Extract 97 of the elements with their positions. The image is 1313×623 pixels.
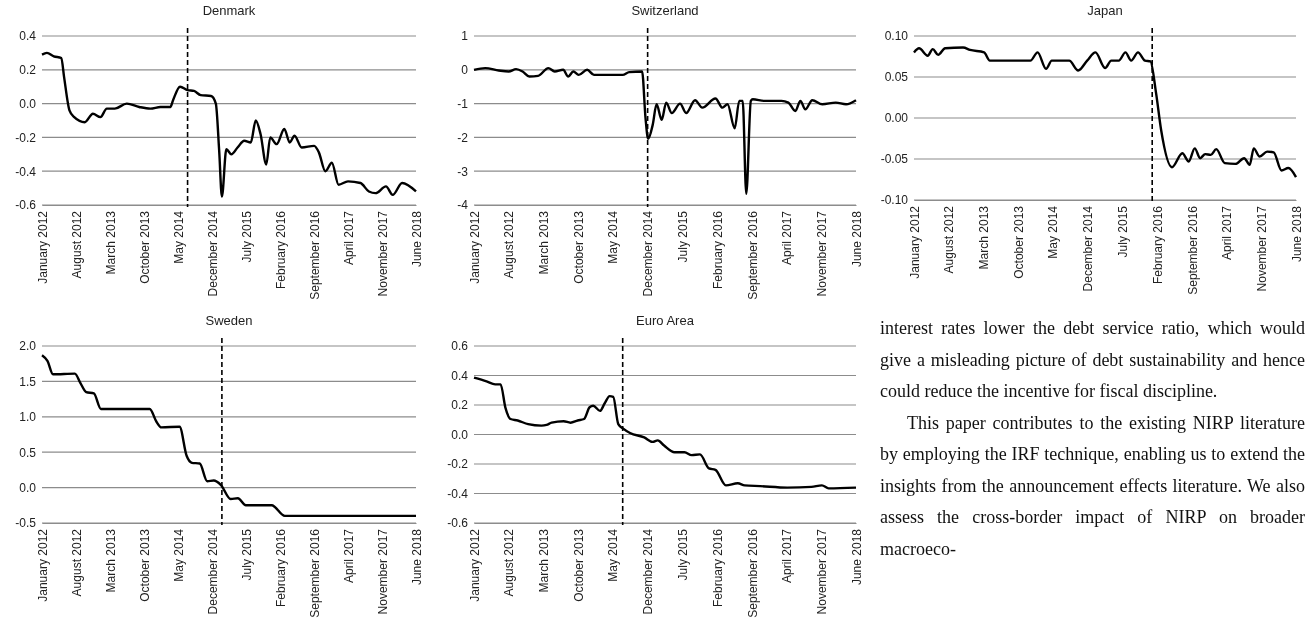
x-tick-label: March 2013 [976,205,991,270]
x-tick-label: July 2015 [1115,205,1130,258]
chart-title: Japan [1087,3,1123,18]
x-tick-label: December 2014 [205,210,220,297]
text: This paper contributes to the existing NIRP literature by employing the IRF technique, enabling us to extend the insights from the announcement effects literature. We also assess the cross-border impact of NIRP on broader macroeco- [880,411,1305,561]
y-tick-label: 2.0 [19,339,37,354]
x-tick-label: July 2015 [675,210,690,263]
x-tick-label: December 2014 [205,528,220,615]
y-tick-label: -2 [457,130,469,145]
y-tick-label: -0.5 [15,516,37,531]
x-tick-label: May 2014 [1046,205,1061,259]
x-tick-label: September 2016 [745,528,760,618]
y-tick-label: -3 [457,164,469,179]
chart-title: Sweden [205,313,253,328]
x-tick-label: June 2018 [849,210,864,268]
x-tick-label: June 2018 [409,528,424,586]
x-tick-label: February 2016 [710,528,725,608]
x-tick-label: January 2012 [467,210,482,284]
x-tick-label: August 2012 [502,210,517,279]
x-tick-label: May 2014 [606,210,621,264]
y-tick-label: -4 [457,198,469,213]
x-tick-label: August 2012 [69,528,84,597]
y-tick-label: -0.05 [880,152,909,167]
x-tick-label: October 2013 [571,528,586,602]
y-tick-label: -0.2 [15,130,37,145]
x-tick-label: August 2012 [502,528,517,597]
x-tick-label: February 2016 [273,210,288,290]
x-tick-label: May 2014 [171,210,186,264]
y-tick-label: 0.0 [451,427,469,442]
x-tick-label: April 2017 [780,210,795,266]
x-tick-label: February 2016 [1150,205,1165,285]
y-tick-label: 0.4 [451,368,469,383]
y-tick-label: 0.0 [19,96,37,111]
x-tick-label: January 2012 [35,528,50,602]
chart-title: Switzerland [631,3,699,18]
x-tick-label: March 2013 [536,210,551,275]
y-tick-label: 0 [461,63,469,78]
x-tick-label: July 2015 [239,528,254,581]
y-tick-label: 0.2 [451,398,469,413]
y-tick-label: -0.10 [880,193,909,208]
x-tick-label: November 2017 [375,528,390,615]
x-tick-label: May 2014 [171,528,186,582]
x-tick-label: April 2017 [341,210,356,266]
x-tick-label: October 2013 [137,528,152,602]
y-tick-label: 0.6 [451,339,469,354]
x-tick-label: January 2012 [467,528,482,602]
y-tick-label: -1 [457,96,469,111]
x-tick-label: March 2013 [536,528,551,593]
x-tick-label: December 2014 [1081,205,1096,292]
y-tick-label: 1 [461,29,469,44]
x-tick-label: May 2014 [606,528,621,582]
x-tick-label: April 2017 [1220,205,1235,261]
x-tick-label: October 2013 [1011,205,1026,279]
x-tick-label: January 2012 [907,205,922,279]
x-tick-label: March 2013 [103,210,118,275]
x-tick-label: October 2013 [137,210,152,284]
x-tick-label: February 2016 [710,210,725,290]
x-tick-label: December 2014 [641,528,656,615]
y-tick-label: 0.2 [19,63,37,78]
x-tick-label: November 2017 [1255,205,1270,292]
y-tick-label: -0.4 [15,164,37,179]
x-tick-label: April 2017 [341,528,356,584]
x-tick-label: September 2016 [307,528,322,618]
y-tick-label: 0.10 [884,29,909,44]
x-tick-label: June 2018 [849,528,864,586]
x-tick-label: September 2016 [745,210,760,300]
y-tick-label: 0.5 [19,445,37,460]
x-tick-label: March 2013 [103,528,118,593]
x-tick-label: September 2016 [307,210,322,300]
y-tick-label: 1.5 [19,374,37,389]
x-tick-label: November 2017 [815,210,830,297]
y-tick-label: -0.4 [447,486,469,501]
x-tick-label: February 2016 [273,528,288,608]
y-tick-label: -0.2 [447,457,469,472]
y-tick-label: 0.0 [19,480,37,495]
y-tick-label: -0.6 [15,198,37,213]
x-tick-label: November 2017 [815,528,830,615]
x-tick-label: July 2015 [675,528,690,581]
x-tick-label: April 2017 [780,528,795,584]
x-tick-label: June 2018 [1289,205,1304,263]
chart-title: Denmark [202,3,256,18]
text: interest rates lower the debt service ratio, which would give a misleading picture of debt sustainability and hence could reduce the incentive for fiscal discipline. [880,317,1305,403]
y-tick-label: 0.00 [884,111,909,126]
x-tick-label: September 2016 [1185,205,1200,295]
x-tick-label: August 2012 [69,210,84,279]
x-tick-label: December 2014 [641,210,656,297]
chart-title: Euro Area [636,313,695,328]
x-tick-label: January 2012 [35,210,50,284]
x-tick-label: August 2012 [942,205,957,274]
x-tick-label: October 2013 [571,210,586,284]
x-tick-label: November 2017 [375,210,390,297]
y-tick-label: 0.05 [884,70,909,85]
y-tick-label: -0.6 [447,516,469,531]
x-tick-label: July 2015 [239,210,254,263]
y-tick-label: 0.4 [19,29,37,44]
y-tick-label: 1.0 [19,410,37,425]
x-tick-label: June 2018 [409,210,424,268]
